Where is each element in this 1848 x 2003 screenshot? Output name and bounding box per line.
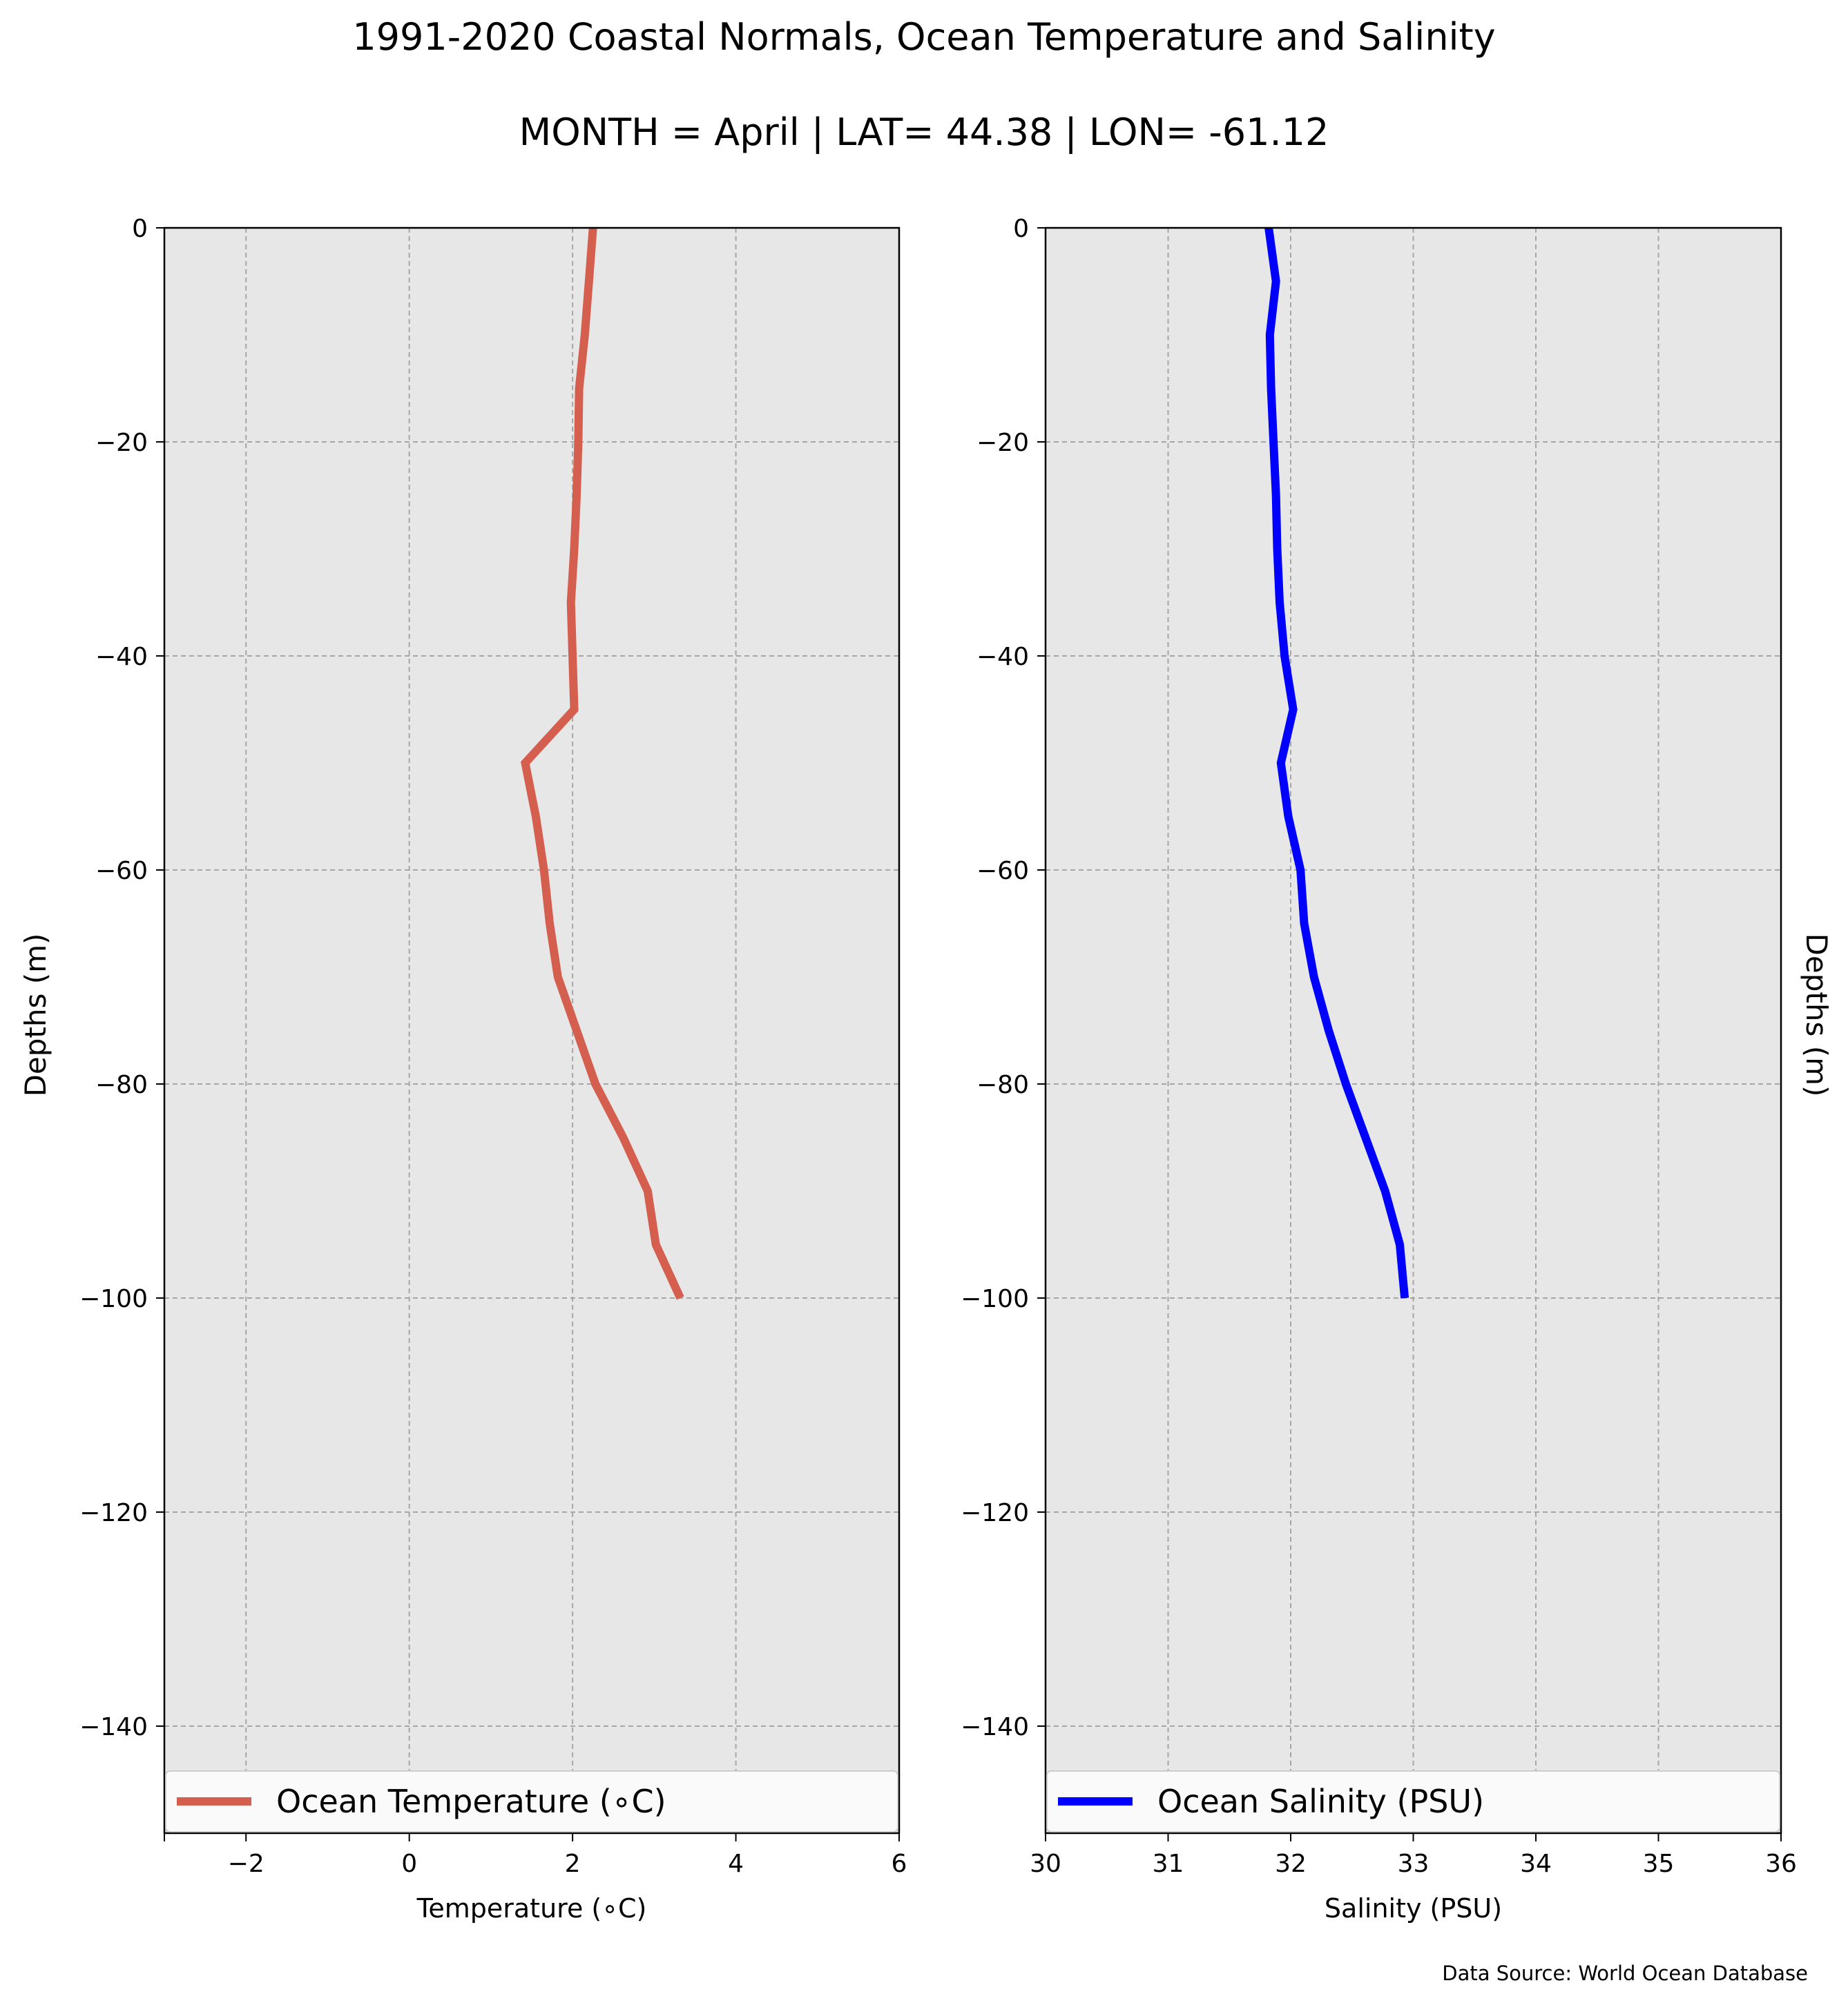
salinity-panel: 30 31 32 33 34 35 36 0 −20 −40 −60 −80 −100 −120 −140 S… [961, 215, 1797, 1924]
sal-x-tick-label: 36 [1765, 1850, 1797, 1878]
sal-x-tick-label: 31 [1153, 1850, 1184, 1878]
temp-y-tick-label: −60 [95, 857, 148, 885]
temp-axes-frame [163, 226, 901, 1835]
sal-x-tick-label: 33 [1398, 1850, 1430, 1878]
chart-subtitle: MONTH = April | LAT= 44.38 | LON= -61.12 [519, 110, 1329, 154]
temp-x-axis-label: Temperature (∘C) [416, 1893, 647, 1924]
sal-x-tick-label: 32 [1275, 1850, 1307, 1878]
data-source-note: Data Source: World Ocean Database [1442, 1962, 1808, 1985]
temperature-panel: −2 0 2 4 60−20−40−60−80−100−120−140Temperatu… [79, 215, 907, 1924]
sal-y-tick-label: 0 [1013, 215, 1029, 243]
temp-x-tick-label: −2 [228, 1850, 264, 1878]
sal-legend-box [1046, 1770, 1780, 1832]
temp-legend: Ocean Temperature (∘C) [165, 1770, 898, 1832]
temp-y-tick-label: −20 [95, 429, 148, 457]
chart-title: 1991-2020 Coastal Normals, Ocean Tempera… [352, 15, 1495, 59]
sal-y-tick-label: −60 [976, 857, 1029, 885]
sal-y-tick-label: −20 [976, 429, 1029, 457]
temp-legend-label: Ocean Temperature (∘C) [276, 1783, 666, 1820]
sal-x-tick-label: 34 [1520, 1850, 1552, 1878]
temp-x-tick-label: 4 [728, 1850, 744, 1878]
temp-y-tick-label: −120 [79, 1499, 148, 1527]
temp-series-line [521, 227, 684, 1300]
y-axis-label-right: Depths (m) [1800, 933, 1833, 1097]
temp-x-tick-label: 0 [401, 1850, 417, 1878]
temp-y-tick-label: −80 [95, 1071, 148, 1099]
y-axis-label-left: Depths (m) [19, 933, 52, 1097]
temp-y-tick-label: −100 [79, 1285, 148, 1313]
sal-y-tick-label: −80 [976, 1071, 1029, 1099]
temp-y-tick-label: −140 [79, 1713, 148, 1741]
temp-x-tick-label: 6 [892, 1850, 907, 1878]
sal-x-tick-label: 30 [1030, 1850, 1061, 1878]
sal-y-tick-label: −140 [961, 1713, 1029, 1741]
sal-x-tick-label: 35 [1643, 1850, 1675, 1878]
sal-legend-label: Ocean Salinity (PSU) [1157, 1783, 1484, 1820]
temp-x-tick-label: 2 [565, 1850, 581, 1878]
temp-y-tick-label: −40 [95, 643, 148, 671]
temp-legend-box [165, 1770, 898, 1832]
sal-x-axis-label: Salinity (PSU) [1325, 1893, 1502, 1924]
sal-y-tick-label: −40 [976, 643, 1029, 671]
temp-plot-area [164, 228, 899, 1833]
sal-y-tick-label: −100 [961, 1285, 1029, 1313]
sal-axes-frame [1044, 226, 1782, 1835]
sal-y-tick-label: −120 [961, 1499, 1029, 1527]
sal-legend: Ocean Salinity (PSU) [1046, 1770, 1780, 1832]
sal-series-line [1264, 227, 1409, 1299]
temp-y-tick-label: 0 [132, 215, 148, 243]
